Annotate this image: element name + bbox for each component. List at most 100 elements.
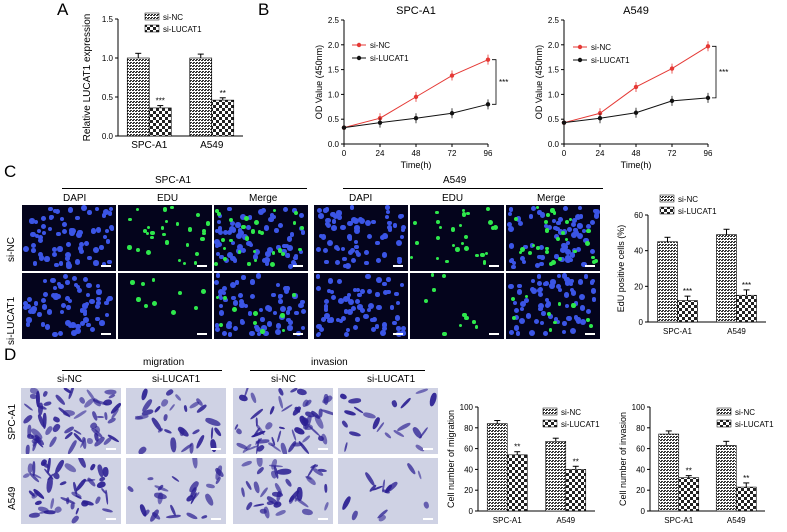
edu-nucleus [241,224,246,230]
dapi-nucleus [241,247,247,253]
legend-swatch [542,419,558,428]
dapi-nucleus [249,279,255,285]
dapi-nucleus [226,251,233,258]
dapi-nucleus [48,215,53,220]
edu-nucleus [551,260,556,266]
stained-cell [318,408,323,418]
dapi-nucleus [70,228,77,235]
dapi-nucleus [340,225,346,231]
col-label-edu: EDU [157,193,179,204]
edu-nucleus [458,224,463,228]
dapi-nucleus [250,294,256,300]
y-tick-label: 1.5 [548,66,560,75]
edu-nucleus [165,219,169,223]
x-tick-label: 0 [342,149,347,158]
dapi-nucleus [274,227,279,233]
dapi-nucleus [399,214,404,219]
stained-cell [165,388,175,397]
scale-bar [106,448,116,450]
dapi-nucleus [285,310,291,315]
stained-cell [191,428,200,435]
dapi-nucleus [538,307,543,312]
dapi-nucleus [318,213,324,219]
dapi-nucleus [74,259,80,265]
edu-nucleus [218,322,223,327]
dapi-nucleus [300,230,305,235]
dapi-nucleus [508,259,513,264]
edu-nucleus [462,312,467,318]
x-category-label: A549 [200,140,224,151]
legend-swatch [144,24,160,33]
edu-nucleus [458,323,462,328]
dapi-nucleus [540,255,545,260]
x-tick-label: 24 [376,149,385,158]
dapi-nucleus [108,225,114,231]
edu-nucleus [187,227,193,232]
data-point-si-nc [705,44,711,49]
dapi-nucleus [254,249,261,255]
dapi-nucleus [287,305,293,311]
merge-image [506,205,600,271]
data-point-si-lucat1 [341,125,347,130]
dapi-nucleus [300,299,305,305]
stained-cell [323,501,330,511]
stained-cell [296,388,308,396]
dapi-nucleus [58,261,64,267]
dapi-nucleus [389,305,394,310]
dapi-nucleus [82,317,89,324]
legend-label: si-NC [591,43,611,52]
stained-cell [89,462,97,471]
dapi-nucleus [589,219,595,225]
dapi-nucleus [513,325,519,331]
stained-cell [54,393,67,406]
dapi-nucleus [278,299,283,304]
data-point-si-lucat1 [669,98,675,104]
dapi-nucleus [77,288,83,293]
dapi-nucleus [557,229,564,235]
edu-nucleus [548,327,553,332]
dapi-nucleus [570,290,577,296]
dapi-nucleus [214,280,220,286]
dapi-nucleus [561,273,568,279]
dapi-nucleus [85,301,90,306]
stained-cell [63,462,78,474]
scale-bar [393,333,403,335]
dapi-nucleus [82,311,87,317]
dapi-nucleus [517,221,523,227]
dapi-nucleus [550,279,556,285]
dapi-nucleus [560,246,566,253]
edu-nucleus [280,251,286,256]
dapi-nucleus [365,273,371,280]
stained-cell [154,405,162,413]
dapi-nucleus [104,229,109,234]
y-tick-label: 40 [634,247,643,256]
stained-cell [73,409,88,421]
dapi-nucleus [261,325,267,331]
bar-si-lucat1 [148,107,172,137]
dapi-nucleus [27,308,34,315]
transwell-image [21,388,121,454]
dapi-nucleus [60,217,65,222]
stained-cell [252,502,265,508]
significance-label: ** [686,467,692,476]
edu-nucleus [205,221,211,227]
dapi-nucleus [237,228,243,233]
dapi-nucleus [348,299,354,306]
stained-cell [240,487,246,499]
edu-nucleus [145,232,150,236]
dapi-nucleus [50,277,56,283]
edu-nucleus [588,323,594,329]
dapi-nucleus [317,207,323,213]
dapi-nucleus [287,325,293,331]
stained-cell [277,388,285,397]
dapi-nucleus [366,289,372,295]
dapi-nucleus [282,285,289,292]
dapi-nucleus [580,318,587,325]
dapi-nucleus [511,260,517,266]
stained-cell [42,390,49,399]
dapi-nucleus [239,302,245,308]
dapi-nucleus [573,300,579,306]
edu-nucleus [130,280,135,285]
dapi-nucleus [301,325,306,330]
dapi-nucleus [231,295,236,300]
